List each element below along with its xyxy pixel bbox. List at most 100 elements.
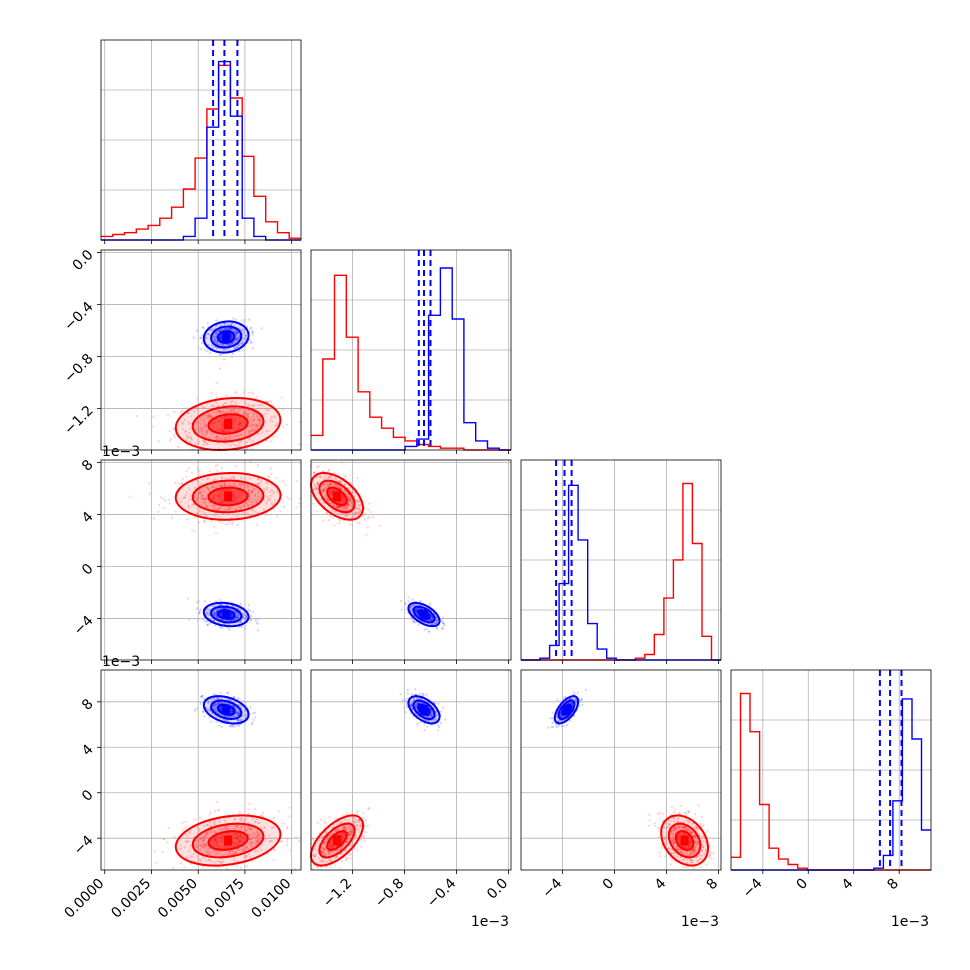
sample-point [213,340,216,343]
sample-point [219,603,222,607]
sample-point [231,400,234,403]
sample-point [215,341,219,344]
sample-point [249,500,252,503]
sample-point [135,414,139,418]
sample-point [236,616,239,619]
sample-point [236,331,239,334]
sample-point [442,624,446,627]
sample-point [211,486,214,489]
sample-point [218,353,221,356]
sample-point [248,430,251,433]
sample-point [220,484,223,487]
sample-point [334,864,337,868]
sample-point [267,429,270,433]
sample-point [216,809,219,812]
sample-point [250,489,254,492]
sample-point [209,501,212,504]
sample-point [249,328,252,331]
sample-point [251,330,254,333]
sample-point [157,510,160,513]
sample-point [248,438,251,441]
sample-point [212,404,215,407]
sample-point [202,414,205,417]
sample-point [180,482,183,485]
sample-point [414,688,417,691]
sample-point [210,520,213,523]
sample-point [213,338,216,341]
sample-point [247,608,250,612]
sample-point [441,622,444,625]
sample-point [228,434,231,438]
sample-point [240,433,243,436]
sample-point [217,343,220,346]
sample-point [196,601,199,604]
sample-point [200,491,203,494]
sample-point [205,432,208,435]
sample-point [271,490,274,493]
sample-point [194,516,197,519]
sample-point [227,409,230,412]
sample-point [435,627,438,630]
sample-point [271,420,274,423]
sample-point [246,512,249,515]
sample-point [206,429,209,432]
sample-point [282,426,285,429]
sample-point [282,822,285,825]
sample-point [259,404,262,407]
sample-point [200,497,203,500]
sample-point [253,487,256,490]
sample-point [204,423,208,426]
sample-point [177,482,180,485]
sample-point [212,485,215,488]
sample-point [194,487,197,490]
sample-point [216,463,219,466]
sample-point [245,615,248,618]
sample-point [201,326,204,329]
sample-point [239,620,242,623]
sample-point [207,344,210,347]
sample-point [298,443,301,446]
sample-point [239,433,242,436]
sample-point [218,367,221,370]
sample-point [231,342,234,345]
sample-point [223,442,226,445]
sample-point [189,436,192,439]
sample-point [262,403,265,406]
sample-point [218,410,222,413]
sample-point [153,517,156,520]
sample-point [234,401,237,405]
sample-point [228,628,231,631]
sample-point [217,483,220,486]
sample-point [184,496,187,499]
sample-point [200,497,204,500]
sample-point [216,347,219,350]
sample-point [216,435,219,438]
sample-point [220,476,223,479]
sample-point [173,433,176,436]
sample-point [240,342,243,345]
sample-point [265,439,268,442]
sample-point [252,413,255,416]
sample-point [190,438,193,441]
sample-point [235,332,238,336]
sample-point [232,434,235,437]
sample-point [259,495,262,499]
sample-point [218,330,221,333]
sample-point [245,411,248,415]
sample-point [270,502,273,505]
sample-point [330,866,333,869]
sample-point [234,318,237,321]
sample-point [247,415,250,418]
sample-point [234,484,237,487]
sample-point [232,317,235,320]
sample-point [173,410,176,414]
sample-point [245,447,248,450]
sample-point [334,817,337,820]
sample-point [250,326,253,329]
sample-point [269,401,272,404]
sample-point [269,467,272,470]
sample-point [270,489,273,492]
sample-point [171,516,174,519]
sample-point [366,824,369,827]
sample-point [220,437,223,440]
